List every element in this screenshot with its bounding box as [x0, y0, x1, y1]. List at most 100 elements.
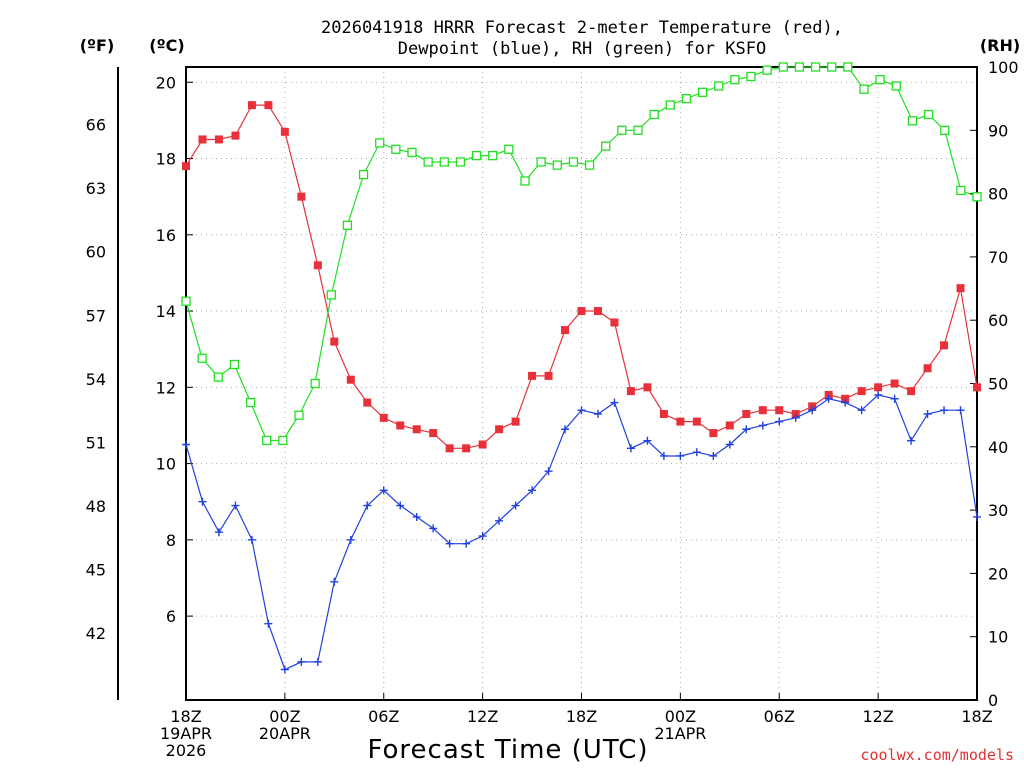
x-tick-label: 12Z	[467, 707, 498, 726]
chart-title-line1: 2026041918 HRRR Forecast 2-meter Tempera…	[321, 18, 843, 38]
dewpoint-point	[791, 413, 800, 422]
dewpoint-point	[528, 486, 537, 495]
temperature-point	[247, 101, 256, 110]
dewpoint-point	[396, 501, 405, 510]
rh-series-line	[185, 66, 978, 442]
rh-point	[681, 94, 692, 104]
celsius-tick-label: 14	[156, 302, 176, 321]
dewpoint-point	[478, 532, 487, 541]
rh-tick-label: 0	[988, 691, 998, 710]
rh-point	[714, 81, 724, 91]
temperature-point	[610, 318, 619, 327]
temperature-point	[923, 364, 932, 373]
dewpoint-point	[956, 406, 965, 415]
rh-point	[471, 150, 482, 161]
dewpoint-point	[429, 524, 438, 533]
rh-point	[843, 62, 853, 72]
dewpoint-point	[808, 406, 817, 415]
dewpoint-point	[758, 421, 767, 430]
x-tick-label: 18Z	[170, 707, 201, 726]
dewpoint-point	[346, 535, 355, 544]
dewpoint-point	[874, 390, 883, 399]
rh-tick-label: 30	[988, 501, 1008, 520]
fahrenheit-tick-label: 57	[86, 306, 106, 325]
temperature-point	[742, 410, 751, 419]
dewpoint-point	[577, 406, 586, 415]
rh-tick-label: 100	[988, 58, 1019, 77]
x-tick-label: 21APR	[654, 724, 706, 743]
rh-point	[181, 296, 191, 306]
rh-tick-label: 50	[988, 375, 1008, 394]
rh-point	[229, 359, 240, 370]
rh-point	[923, 109, 934, 120]
x-tick-label: 12Z	[862, 707, 893, 726]
rh-tick-label: 40	[988, 438, 1008, 457]
dewpoint-point	[610, 398, 619, 407]
rh-point	[407, 147, 417, 158]
dewpoint-point	[511, 501, 520, 510]
dewpoint-point	[313, 657, 322, 666]
rh-point	[859, 84, 869, 94]
temperature-point	[346, 375, 355, 384]
temperature-point	[445, 444, 454, 453]
temperature-point	[280, 127, 289, 136]
x-tick-label: 20APR	[259, 724, 311, 743]
dewpoint-point	[330, 577, 339, 586]
rh-tick-label: 60	[988, 311, 1008, 330]
celsius-tick-label: 20	[156, 73, 176, 92]
temperature-point	[412, 425, 421, 434]
dewpoint-point	[445, 539, 454, 548]
temperature-point	[857, 387, 866, 396]
x-tick-label: 00Z	[269, 707, 300, 726]
rh-point	[649, 109, 659, 120]
chart-title-line2: Dewpoint (blue), RH (green) for KSFO	[398, 39, 766, 59]
temperature-point	[725, 421, 734, 430]
rh-point	[617, 125, 627, 135]
temperature-point	[626, 387, 635, 396]
temperature-point	[973, 383, 981, 392]
rh-point	[262, 435, 272, 446]
fahrenheit-tick-label: 42	[86, 624, 106, 643]
temperature-point	[528, 371, 537, 380]
temperature-point	[940, 341, 949, 350]
rh-point	[665, 100, 675, 110]
temperature-point	[198, 135, 207, 144]
dewpoint-point	[626, 444, 635, 453]
dewpoint-point	[297, 657, 306, 666]
rh-point	[810, 62, 821, 72]
temperature-point	[495, 425, 504, 434]
dewpoint-point	[593, 410, 602, 419]
dewpoint-point	[973, 512, 981, 521]
celsius-tick-label: 10	[156, 455, 176, 474]
temperature-point	[264, 101, 273, 110]
rh-point	[827, 62, 837, 72]
x-tick-label: 19APR	[160, 724, 212, 743]
rh-unit-label: (RH)	[980, 36, 1020, 55]
dewpoint-point	[907, 436, 916, 445]
dewpoint-point	[890, 394, 899, 403]
x-tick-label: 06Z	[764, 707, 795, 726]
temperature-series-line	[185, 104, 978, 449]
rh-point	[956, 185, 966, 196]
rh-point	[358, 169, 369, 180]
rh-tick-label: 80	[988, 185, 1008, 204]
series-layer	[181, 62, 982, 674]
temperature-point	[643, 383, 652, 392]
x-axis-label: Forecast Time (UTC)	[367, 735, 648, 765]
dewpoint-point	[198, 497, 207, 506]
fahrenheit-tick-label: 66	[86, 116, 106, 135]
temperature-point	[313, 261, 322, 270]
temperature-point	[659, 410, 668, 419]
dewpoint-point	[841, 398, 850, 407]
rh-tick-label: 20	[988, 564, 1008, 583]
temperature-point	[561, 326, 570, 335]
dewpoint-point	[363, 501, 372, 510]
temperature-point	[692, 417, 701, 426]
dewpoint-point	[561, 425, 570, 434]
fahrenheit-tick-label: 63	[86, 179, 106, 198]
rh-point	[972, 192, 982, 202]
dewpoint-point	[495, 516, 504, 525]
dewpoint-point	[280, 665, 289, 674]
x-tick-label: 18Z	[566, 707, 597, 726]
